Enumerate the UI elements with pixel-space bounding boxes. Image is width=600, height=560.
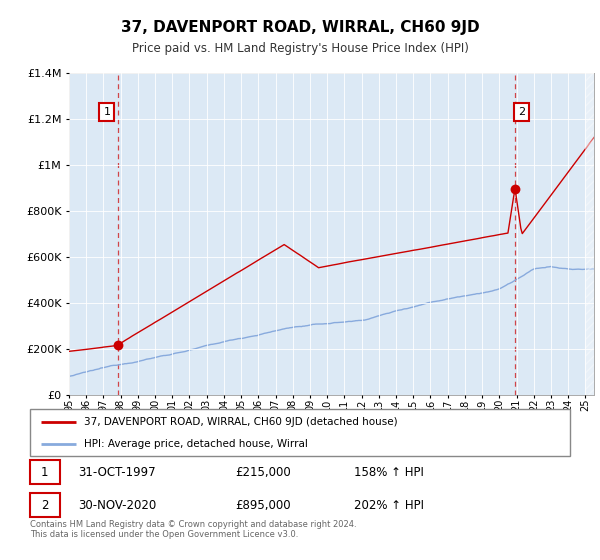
- Point: [113, 341, 122, 350]
- Text: 30-NOV-2020: 30-NOV-2020: [79, 498, 157, 512]
- Bar: [30, 493, 60, 517]
- Bar: [30, 460, 60, 484]
- Text: 37, DAVENPORT ROAD, WIRRAL, CH60 9JD (detached house): 37, DAVENPORT ROAD, WIRRAL, CH60 9JD (de…: [84, 417, 398, 427]
- Text: 2: 2: [41, 498, 49, 512]
- Text: 2: 2: [518, 107, 525, 117]
- Text: 37, DAVENPORT ROAD, WIRRAL, CH60 9JD: 37, DAVENPORT ROAD, WIRRAL, CH60 9JD: [121, 20, 479, 35]
- Text: 1: 1: [103, 107, 110, 117]
- Text: Contains HM Land Registry data © Crown copyright and database right 2024.
This d: Contains HM Land Registry data © Crown c…: [30, 520, 356, 539]
- Text: 1: 1: [41, 465, 49, 479]
- Text: £895,000: £895,000: [235, 498, 291, 512]
- Text: 158% ↑ HPI: 158% ↑ HPI: [354, 465, 424, 479]
- Text: HPI: Average price, detached house, Wirral: HPI: Average price, detached house, Wirr…: [84, 438, 308, 449]
- Text: 202% ↑ HPI: 202% ↑ HPI: [354, 498, 424, 512]
- Text: Price paid vs. HM Land Registry's House Price Index (HPI): Price paid vs. HM Land Registry's House …: [131, 42, 469, 55]
- Text: 31-OCT-1997: 31-OCT-1997: [79, 465, 156, 479]
- Point: [510, 184, 520, 193]
- Text: £215,000: £215,000: [235, 465, 291, 479]
